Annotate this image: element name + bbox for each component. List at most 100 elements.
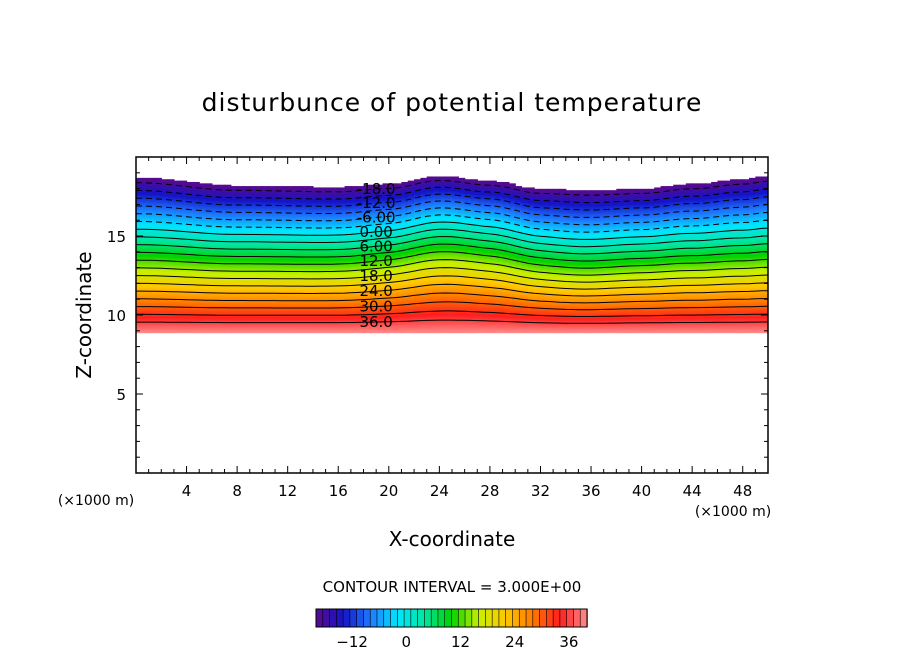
field-cell xyxy=(275,316,282,319)
field-cell xyxy=(344,214,352,217)
field-cell xyxy=(363,240,371,243)
field-cell xyxy=(186,240,194,243)
field-cell xyxy=(350,310,358,313)
field-cell xyxy=(167,239,175,242)
field-cell xyxy=(161,318,169,321)
field-cell xyxy=(205,243,213,246)
field-cell xyxy=(357,250,365,253)
field-cell xyxy=(243,302,251,305)
field-cell xyxy=(218,205,226,208)
field-cell xyxy=(338,309,346,312)
field-cell xyxy=(407,213,415,216)
field-cell xyxy=(338,254,346,257)
field-cell xyxy=(211,265,219,268)
field-cell xyxy=(338,221,346,224)
field-cell xyxy=(363,247,371,250)
field-cell xyxy=(173,320,181,323)
field-cell xyxy=(281,316,289,319)
field-cell xyxy=(281,198,289,201)
field-cell xyxy=(376,269,384,272)
field-cell xyxy=(230,213,238,216)
field-cell xyxy=(338,194,346,197)
field-cell xyxy=(180,277,188,280)
field-cell xyxy=(148,240,156,243)
field-cell xyxy=(382,328,390,331)
field-cell xyxy=(230,294,238,297)
field-cell xyxy=(331,232,339,235)
field-cell xyxy=(205,318,213,321)
field-cell xyxy=(148,210,156,213)
field-cell xyxy=(173,201,181,204)
field-cell xyxy=(173,280,181,283)
field-cell xyxy=(173,328,181,331)
field-cell xyxy=(407,199,415,202)
field-cell xyxy=(325,264,333,267)
field-cell xyxy=(407,190,415,193)
field-cell xyxy=(199,191,207,194)
field-cell xyxy=(388,199,396,202)
field-cell xyxy=(363,213,371,216)
field-cell xyxy=(205,323,213,325)
field-cell xyxy=(414,179,421,182)
field-cell xyxy=(243,265,251,268)
field-cell xyxy=(237,187,245,190)
field-cell xyxy=(350,264,358,267)
field-cell xyxy=(388,302,396,305)
field-cell xyxy=(230,225,238,228)
field-cell xyxy=(237,264,245,267)
field-cell xyxy=(218,224,226,227)
field-cell xyxy=(331,235,339,238)
field-cell xyxy=(338,197,346,199)
field-cell xyxy=(161,302,169,305)
field-cell xyxy=(382,284,390,287)
field-cell xyxy=(294,316,301,319)
field-cell xyxy=(224,209,232,212)
field-cell xyxy=(167,258,175,261)
field-cell xyxy=(224,280,232,283)
field-cell xyxy=(357,262,365,265)
field-cell xyxy=(350,320,358,323)
field-cell xyxy=(136,299,143,302)
field-cell xyxy=(294,209,301,212)
field-cell xyxy=(161,225,169,228)
field-cell xyxy=(186,188,194,191)
field-cell xyxy=(268,305,276,308)
field-cell xyxy=(414,218,421,221)
field-cell xyxy=(275,205,282,208)
field-cell xyxy=(363,320,371,323)
field-cell xyxy=(230,203,238,206)
field-cell xyxy=(199,221,207,224)
field-cell xyxy=(218,187,226,190)
field-cell xyxy=(388,291,396,294)
field-cell xyxy=(249,214,257,217)
field-cell xyxy=(256,244,263,247)
field-cell xyxy=(161,216,169,219)
field-cell xyxy=(300,247,308,250)
field-cell xyxy=(344,191,352,194)
field-cell xyxy=(331,203,339,206)
field-cell xyxy=(300,310,308,313)
field-cell xyxy=(148,194,156,197)
field-cell xyxy=(186,197,194,199)
field-cell xyxy=(287,296,295,299)
field-cell xyxy=(388,254,396,257)
field-cell xyxy=(350,303,358,306)
field-cell xyxy=(414,239,421,242)
field-cell xyxy=(180,191,188,194)
field-cell xyxy=(395,220,403,223)
field-cell xyxy=(243,295,251,298)
field-cell xyxy=(294,260,301,262)
field-cell xyxy=(186,243,194,246)
field-cell xyxy=(281,298,289,301)
field-cell xyxy=(180,292,188,295)
field-cell xyxy=(350,258,358,261)
field-cell xyxy=(294,238,301,241)
field-cell xyxy=(249,227,257,230)
field-cell xyxy=(161,288,169,291)
field-cell xyxy=(306,283,314,286)
field-cell xyxy=(294,186,301,189)
field-cell xyxy=(287,301,295,304)
field-cell xyxy=(369,207,377,210)
field-cell xyxy=(256,281,263,284)
